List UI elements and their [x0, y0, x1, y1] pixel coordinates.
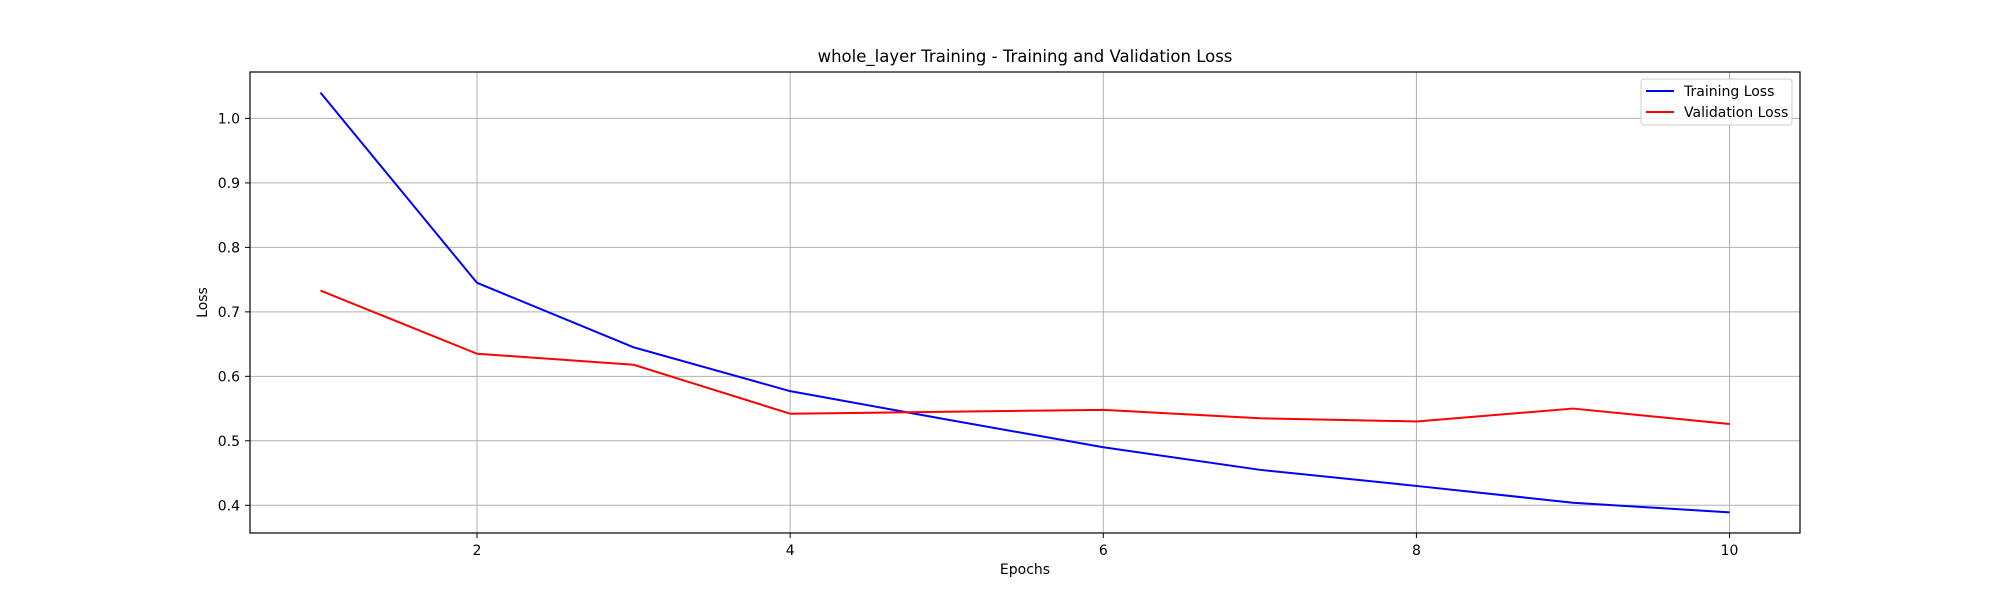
y-tick-label: 0.6 [218, 369, 240, 385]
legend-label: Validation Loss [1684, 105, 1788, 121]
x-tick-label: 8 [1412, 543, 1421, 559]
x-tick-label: 4 [786, 543, 795, 559]
series-lines [319, 91, 1730, 514]
y-axis-title: Loss [195, 287, 211, 318]
legend-label: Training Loss [1683, 84, 1774, 100]
chart-title: whole_layer Training - Training and Vali… [818, 47, 1233, 67]
y-tick-label: 0.4 [218, 498, 240, 514]
y-tick-label: 0.7 [218, 305, 240, 321]
y-tick-label: 0.5 [218, 434, 240, 450]
legend: Training Loss Validation Loss [1640, 78, 1793, 126]
y-tick-label: 1.0 [218, 111, 240, 127]
y-tick-label: 0.8 [218, 240, 240, 256]
grid-lines [250, 72, 1800, 533]
x-tick-label: 10 [1721, 543, 1739, 559]
legend-box [1640, 78, 1793, 126]
x-tick-label: 6 [1099, 543, 1108, 559]
y-tick-label: 0.9 [218, 176, 240, 192]
x-tick-label: 2 [473, 543, 482, 559]
x-axis-title: Epochs [1000, 562, 1050, 578]
series-line-training-loss [319, 91, 1730, 514]
axis-ticks: 2 4 6 8 10 0.4 0.5 0.6 0.7 0.8 0.9 1.0 [218, 111, 1739, 559]
plot-frame [249, 71, 1801, 534]
series-line-validation-loss [320, 289, 1730, 426]
